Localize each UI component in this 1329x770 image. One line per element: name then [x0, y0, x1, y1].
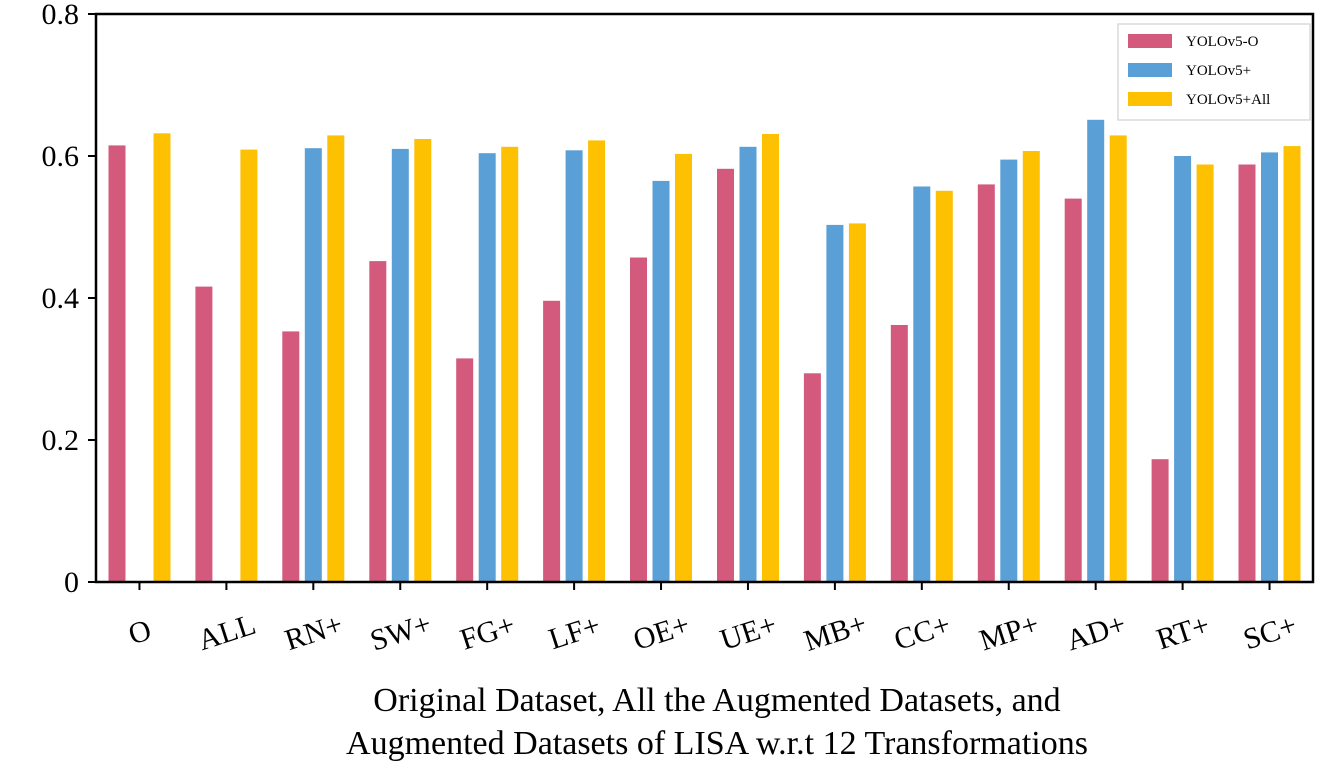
y-tick-label: 0 — [64, 566, 79, 599]
bar-ue-plus-series-2 — [762, 134, 779, 582]
bar-ad-plus-series-2 — [1109, 135, 1127, 582]
x-axis-label-line-1: Original Dataset, All the Augmented Data… — [373, 682, 1060, 719]
bar-fg-plus-series-0 — [456, 358, 474, 582]
bar-all-series-2 — [240, 149, 258, 582]
legend-swatch — [1128, 92, 1172, 106]
bar-rn-plus-series-0 — [282, 331, 300, 582]
bar-oe-plus-series-2 — [675, 153, 692, 582]
bar-sw-plus-series-1 — [391, 148, 409, 582]
bar-cc-plus-series-0 — [890, 325, 908, 582]
x-tick-label: MP+ — [975, 607, 1043, 657]
bar-mp-plus-series-0 — [977, 184, 995, 582]
bar-ad-plus-series-0 — [1064, 198, 1082, 582]
x-tick-label: FG+ — [456, 608, 519, 656]
bar-mp-plus-series-2 — [1022, 151, 1040, 582]
legend-label: YOLOv5+All — [1186, 92, 1270, 108]
x-tick-label: RN+ — [281, 608, 347, 657]
y-tick-label: 0.2 — [42, 424, 80, 457]
y-ticks-group: 0 0.2 0.4 0.6 0.8 — [42, 0, 96, 599]
x-tick-label: SC+ — [1239, 608, 1300, 656]
bar-cc-plus-series-2 — [935, 190, 953, 583]
legend-label: YOLOv5+ — [1186, 63, 1251, 79]
legend-swatch — [1128, 34, 1172, 48]
bar-rn-plus-series-1 — [304, 148, 322, 582]
bar-rt-plus-series-1 — [1174, 156, 1192, 582]
bar-lf-plus-series-0 — [543, 300, 561, 582]
bar-o-series-0 — [108, 145, 126, 582]
bar-sc-plus-series-0 — [1238, 164, 1256, 582]
x-axis-label-line-2: Augmented Datasets of LISA w.r.t 12 Tran… — [346, 725, 1088, 762]
legend-swatch — [1128, 63, 1172, 77]
bars-group — [108, 119, 1301, 583]
y-tick-label: 0.6 — [42, 140, 80, 173]
bar-fg-plus-series-2 — [501, 146, 519, 583]
bar-sw-plus-series-0 — [369, 261, 387, 582]
legend: YOLOv5-O YOLOv5+ YOLOv5+All — [1117, 23, 1311, 121]
bar-cc-plus-series-1 — [913, 186, 931, 582]
bar-sc-plus-series-2 — [1283, 146, 1301, 582]
bar-sw-plus-series-2 — [414, 139, 432, 582]
x-tick-label: ALL — [194, 608, 260, 657]
x-tick-label: SW+ — [366, 607, 435, 658]
y-tick-label: 0.4 — [42, 282, 80, 315]
legend-label: YOLOv5-O — [1186, 34, 1259, 50]
bar-oe-plus-series-0 — [630, 257, 647, 582]
bar-mb-plus-series-1 — [826, 224, 844, 582]
bar-rn-plus-series-2 — [327, 135, 345, 582]
bar-mp-plus-series-1 — [1000, 159, 1018, 582]
x-tick-label: OE+ — [629, 608, 693, 657]
bar-rt-plus-series-0 — [1151, 459, 1169, 582]
x-ticks-group: O ALL RN+ SW+ FG+ LF+ OE+ UE+ MB+ CC+ MP+ AD+ RT+ SC+ — [125, 582, 1301, 658]
bar-sc-plus-series-1 — [1261, 152, 1278, 582]
x-tick-label: UE+ — [716, 608, 780, 657]
x-tick-label: CC+ — [890, 608, 954, 657]
x-tick-label: O — [125, 613, 156, 651]
x-tick-label: RT+ — [1153, 608, 1214, 656]
bar-ad-plus-series-1 — [1087, 119, 1105, 583]
bar-o-series-2 — [153, 133, 171, 583]
bar-lf-plus-series-1 — [565, 150, 583, 583]
bar-lf-plus-series-2 — [588, 140, 606, 582]
plot-frame — [94, 12, 1315, 584]
bar-fg-plus-series-1 — [478, 153, 496, 582]
bar-oe-plus-series-1 — [652, 180, 670, 582]
bar-rt-plus-series-2 — [1196, 164, 1214, 582]
x-tick-label: AD+ — [1062, 607, 1129, 657]
y-tick-label: 0.8 — [42, 0, 80, 31]
bar-ue-plus-series-0 — [717, 168, 734, 583]
bar-ue-plus-series-1 — [739, 146, 757, 583]
bar-all-series-0 — [195, 286, 213, 582]
x-tick-label: MB+ — [800, 607, 871, 658]
bar-mb-plus-series-2 — [848, 223, 866, 582]
x-tick-label: LF+ — [545, 609, 605, 656]
bar-mb-plus-series-0 — [803, 373, 821, 582]
